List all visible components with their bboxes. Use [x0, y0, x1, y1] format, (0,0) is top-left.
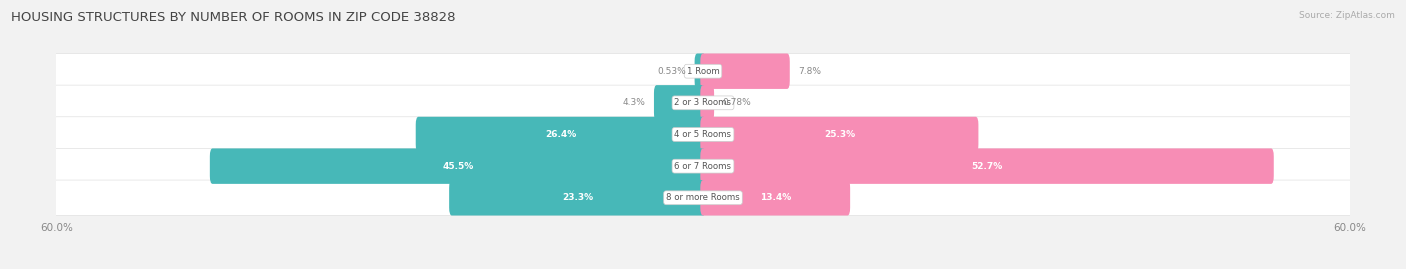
FancyBboxPatch shape: [700, 148, 1274, 184]
FancyBboxPatch shape: [700, 117, 979, 152]
Text: 8 or more Rooms: 8 or more Rooms: [666, 193, 740, 202]
Text: Source: ZipAtlas.com: Source: ZipAtlas.com: [1299, 11, 1395, 20]
Text: 0.53%: 0.53%: [658, 67, 686, 76]
FancyBboxPatch shape: [416, 117, 706, 152]
Text: 4 or 5 Rooms: 4 or 5 Rooms: [675, 130, 731, 139]
FancyBboxPatch shape: [53, 54, 1353, 89]
Text: HOUSING STRUCTURES BY NUMBER OF ROOMS IN ZIP CODE 38828: HOUSING STRUCTURES BY NUMBER OF ROOMS IN…: [11, 11, 456, 24]
Text: 25.3%: 25.3%: [824, 130, 855, 139]
FancyBboxPatch shape: [700, 54, 790, 89]
FancyBboxPatch shape: [209, 148, 706, 184]
Text: 23.3%: 23.3%: [562, 193, 593, 202]
Text: 1 Room: 1 Room: [686, 67, 720, 76]
FancyBboxPatch shape: [53, 117, 1353, 152]
Text: 45.5%: 45.5%: [441, 162, 474, 171]
FancyBboxPatch shape: [53, 85, 1353, 121]
Text: 4.3%: 4.3%: [623, 98, 645, 107]
Text: 7.8%: 7.8%: [797, 67, 821, 76]
FancyBboxPatch shape: [654, 85, 706, 121]
Text: 0.78%: 0.78%: [723, 98, 751, 107]
FancyBboxPatch shape: [700, 180, 851, 215]
Text: 26.4%: 26.4%: [546, 130, 576, 139]
FancyBboxPatch shape: [53, 148, 1353, 184]
Text: 6 or 7 Rooms: 6 or 7 Rooms: [675, 162, 731, 171]
FancyBboxPatch shape: [700, 85, 714, 121]
Text: 2 or 3 Rooms: 2 or 3 Rooms: [675, 98, 731, 107]
Text: 13.4%: 13.4%: [759, 193, 790, 202]
FancyBboxPatch shape: [695, 54, 706, 89]
Text: 52.7%: 52.7%: [972, 162, 1002, 171]
FancyBboxPatch shape: [449, 180, 706, 215]
FancyBboxPatch shape: [53, 180, 1353, 215]
